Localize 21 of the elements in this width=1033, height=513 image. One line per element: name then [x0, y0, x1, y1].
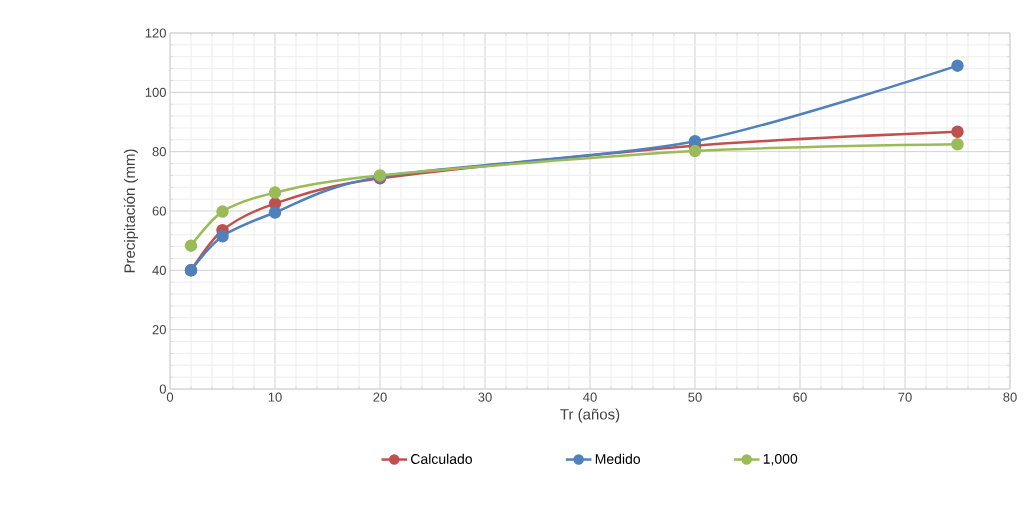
y-tick-label: 100: [145, 87, 166, 97]
y-tick-label: 120: [145, 28, 166, 38]
y-tick-label: 60: [152, 206, 166, 216]
legend-label: 1,000: [763, 453, 798, 466]
legend-label: Calculado: [411, 453, 472, 464]
x-tick-label: 20: [373, 392, 387, 402]
y-tick-label: 20: [152, 325, 166, 335]
x-tick-label: 80: [1003, 392, 1017, 402]
y-tick-label: 80: [152, 147, 166, 157]
x-axis-title: Tr (años): [560, 408, 620, 423]
x-tick-label: 0: [166, 392, 174, 402]
y-tick-label: 40: [152, 265, 166, 275]
x-tick-label: 40: [583, 392, 597, 402]
x-tick-label: 60: [793, 392, 807, 402]
x-tick-label: 10: [268, 392, 282, 402]
x-tick-label: 70: [898, 392, 912, 402]
legend-label: Medido: [595, 453, 641, 464]
x-tick-label: 50: [688, 392, 702, 402]
y-axis-title: Precipitación (mm): [123, 149, 138, 273]
y-tick-label: 0: [159, 384, 166, 394]
x-tick-label: 30: [478, 392, 492, 402]
